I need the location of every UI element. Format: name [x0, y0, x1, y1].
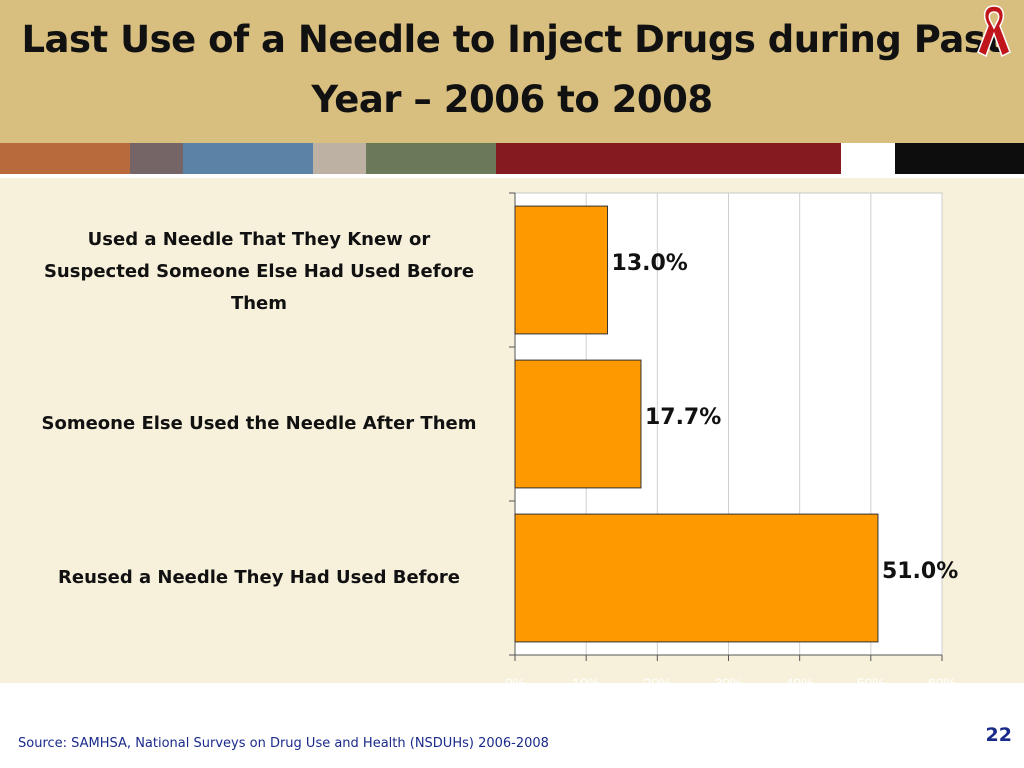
x-tick-label-2: 20% [643, 675, 671, 691]
stripe-1 [0, 143, 130, 174]
stripe-5 [366, 143, 496, 174]
stripe-2 [130, 143, 183, 174]
stripe-3 [183, 143, 313, 174]
stripe-7 [841, 143, 895, 174]
x-tick-label-0: 0% [505, 675, 525, 691]
data-label-3: 51.0% [882, 559, 958, 584]
bar-1 [514, 205, 609, 335]
category-label-2: Someone Else Used the Needle After Them [24, 408, 494, 440]
x-tick-label-6: 60% [928, 675, 956, 691]
category-label-3: Reused a Needle They Had Used Before [24, 562, 494, 594]
slide-title-line-1: Last Use of a Needle to Inject Drugs dur… [21, 18, 1003, 61]
bar-3 [514, 513, 879, 643]
category-label-1-line-3: Them [230, 293, 288, 314]
category-label-2-line-1: Someone Else Used the Needle After Them [41, 413, 477, 434]
x-tick-label-1: 10% [572, 675, 600, 691]
x-tick-label-4: 40% [786, 675, 814, 691]
category-label-1-line-2: Suspected Someone Else Had Used Before [43, 261, 475, 282]
slide-title: Last Use of a Needle to Inject Drugs dur… [0, 10, 1024, 130]
data-label-1: 13.0% [612, 251, 688, 276]
stripe-8 [895, 143, 1024, 174]
stripe-4 [313, 143, 366, 174]
x-tick-label-5: 50% [857, 675, 885, 691]
page-number: 22 [985, 724, 1012, 746]
bar-2 [514, 359, 642, 489]
category-label-1: Used a Needle That They Knew or Suspecte… [24, 224, 494, 320]
header-band [0, 0, 1024, 143]
slide-title-line-2: Year – 2006 to 2008 [311, 78, 713, 121]
x-tick-label-3: 30% [714, 675, 742, 691]
data-label-2: 17.7% [645, 405, 721, 430]
category-label-1-line-1: Used a Needle That They Knew or [87, 229, 431, 250]
source-note: Source: SAMHSA, National Surveys on Drug… [18, 736, 549, 751]
category-label-3-line-1: Reused a Needle They Had Used Before [58, 567, 460, 588]
stripe-6 [496, 143, 841, 174]
awareness-ribbon-icon [977, 5, 1011, 58]
